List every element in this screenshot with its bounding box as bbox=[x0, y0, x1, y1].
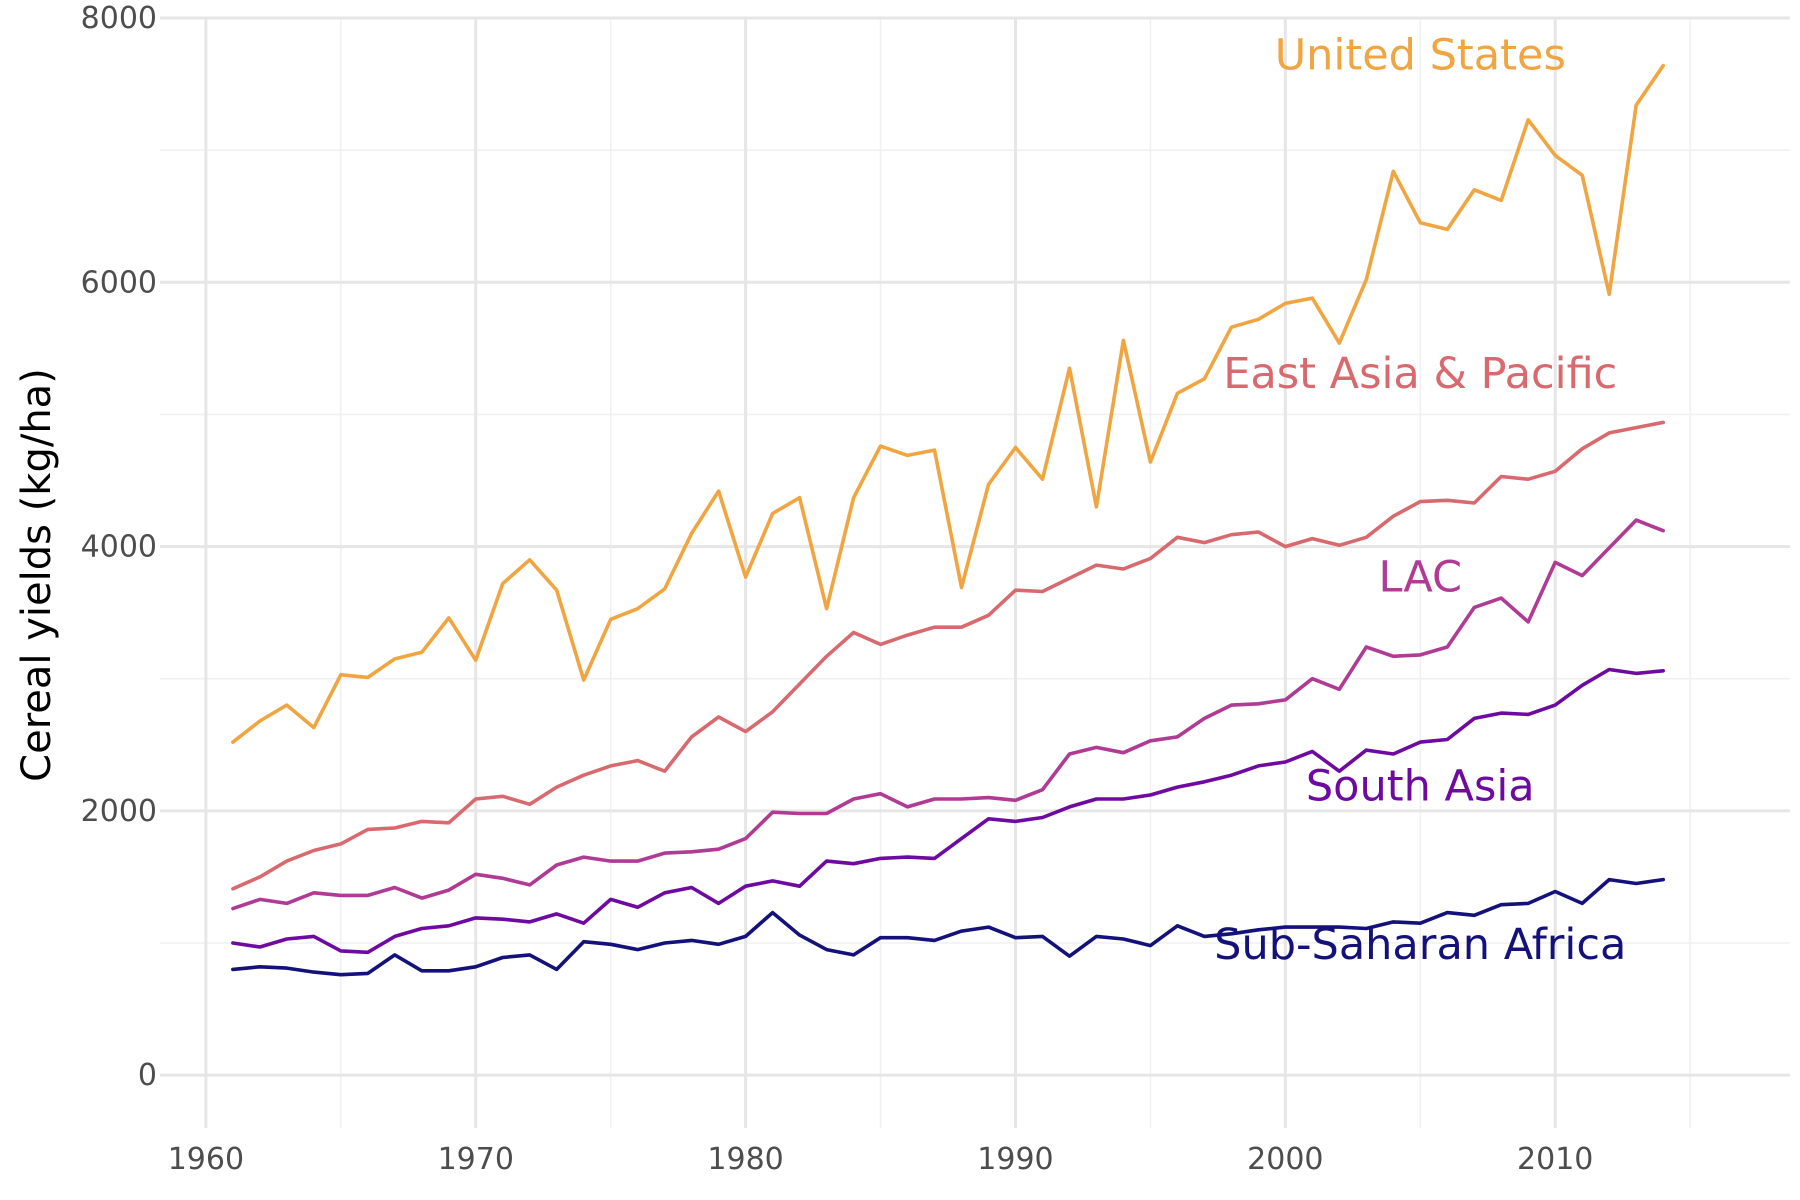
y-axis-ticks: 0 2000 4000 6000 8000 bbox=[81, 1, 157, 1093]
y-axis-title: Cereal yields (kg/ha) bbox=[14, 368, 60, 782]
series-lines bbox=[231, 63, 1665, 977]
series-line-sub-saharan-africa bbox=[231, 877, 1665, 977]
series-label-lac: LAC bbox=[1378, 553, 1462, 603]
series-line-south-asia bbox=[231, 667, 1665, 955]
series-label-east-asia-pacific: East Asia & Pacific bbox=[1223, 349, 1617, 399]
series-line-united-states bbox=[231, 63, 1665, 744]
x-tick-label: 2010 bbox=[1517, 1142, 1593, 1177]
series-label-united-states: United States bbox=[1275, 31, 1566, 81]
y-tick-label: 8000 bbox=[81, 1, 157, 36]
series-line-lac bbox=[231, 518, 1665, 911]
y-tick-label: 0 bbox=[138, 1058, 157, 1093]
y-tick-label: 2000 bbox=[81, 794, 157, 829]
series-label-sub-saharan-africa: Sub-Saharan Africa bbox=[1214, 920, 1626, 970]
x-axis-ticks: 1960 1970 1980 1990 2000 2010 bbox=[168, 1142, 1594, 1177]
x-tick-label: 1990 bbox=[977, 1142, 1053, 1177]
series-line-east-asia-pacific bbox=[231, 420, 1665, 891]
series-label-south-asia: South Asia bbox=[1306, 761, 1535, 811]
x-tick-label: 1970 bbox=[438, 1142, 514, 1177]
y-tick-label: 6000 bbox=[81, 265, 157, 300]
x-tick-label: 1980 bbox=[707, 1142, 783, 1177]
x-tick-label: 2000 bbox=[1247, 1142, 1323, 1177]
y-tick-label: 4000 bbox=[81, 530, 157, 565]
x-tick-label: 1960 bbox=[168, 1142, 244, 1177]
series-labels: United States East Asia & Pacific LAC South… bbox=[1214, 31, 1626, 970]
